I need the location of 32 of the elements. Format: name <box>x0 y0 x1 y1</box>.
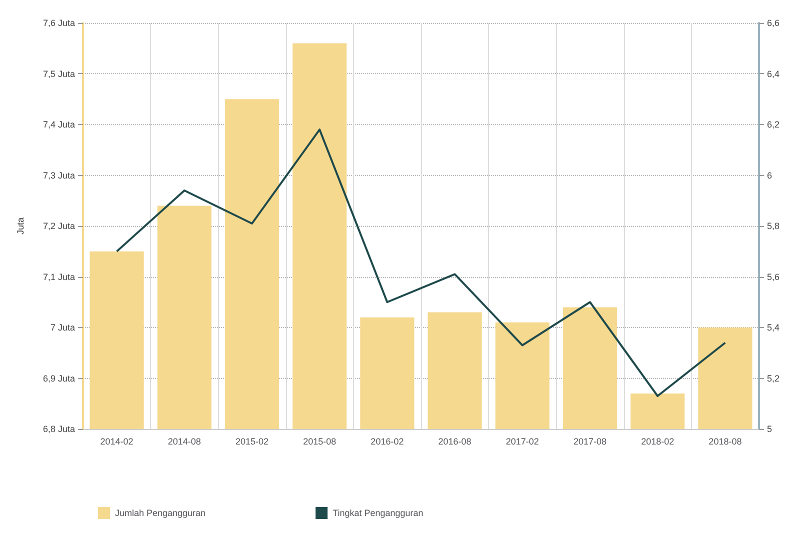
x-tick-label: 2018-08 <box>708 436 742 446</box>
y-tick-label: 6,9 Juta <box>42 373 75 384</box>
legend-label: Jumlah Pengangguran <box>115 508 206 518</box>
line-series <box>116 128 726 398</box>
x-tick-label: 2015-02 <box>235 436 269 446</box>
y2-tick-label: 6,6 <box>767 18 780 28</box>
y-tick-label: 7,2 Juta <box>42 221 75 231</box>
x-tick-label: 2014-08 <box>168 436 201 446</box>
y-axis-title: Juta <box>16 217 26 235</box>
y-tick-label: 7,6 Juta <box>42 18 75 28</box>
y2-tick-label: 6,4 <box>767 68 780 79</box>
y-tick-label: 7,4 Juta <box>42 120 75 130</box>
x-tick-label: 2017-02 <box>506 436 539 446</box>
y-tick-label: 7 Juta <box>50 322 75 332</box>
y-tick-label: 7,3 Juta <box>42 170 75 180</box>
x-tick-label: 2014-02 <box>100 436 134 446</box>
legend-label: Tingkat Pengangguran <box>332 508 424 518</box>
x-tick-label: 2015-08 <box>303 436 336 446</box>
x-tick-label: 2018-02 <box>641 436 674 446</box>
y-tick-label: 6,8 Juta <box>42 424 75 434</box>
y2-tick-label: 5,6 <box>767 272 780 282</box>
y2-tick-label: 5,2 <box>767 373 780 384</box>
x-tick-label: 2017-08 <box>573 436 607 446</box>
x-tick-label: 2016-08 <box>438 436 472 446</box>
y-tick-label: 7,5 Juta <box>42 68 75 79</box>
y2-tick-label: 5,4 <box>767 322 780 332</box>
y2-tick-label: 6 <box>767 170 772 180</box>
x-tick-label: 2016-02 <box>370 436 404 446</box>
y2-tick-label: 6,2 <box>767 120 780 130</box>
y2-tick-label: 5,8 <box>767 221 780 231</box>
y2-tick-label: 5 <box>767 424 772 434</box>
y-tick-label: 7,1 Juta <box>42 272 75 282</box>
